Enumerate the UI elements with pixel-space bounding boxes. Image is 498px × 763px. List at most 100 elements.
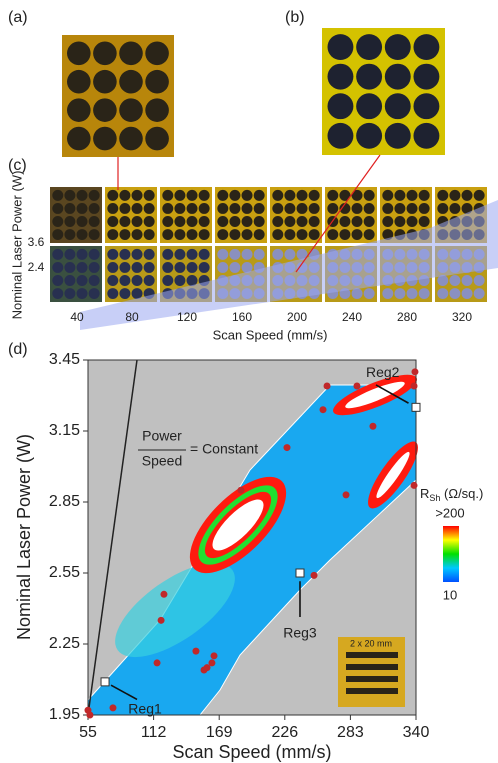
pad: [352, 203, 363, 214]
pad: [272, 203, 283, 214]
pad: [217, 190, 228, 201]
annotation: Power: [142, 428, 182, 444]
pad: [64, 190, 75, 201]
pad: [77, 190, 88, 201]
pad: [119, 249, 130, 260]
colorbar-label: RSh (Ω/sq.): [420, 486, 483, 503]
pad: [254, 229, 265, 240]
pad: [132, 275, 143, 286]
pad: [254, 216, 265, 227]
annotation: = Constant: [190, 441, 258, 457]
pad: [297, 229, 308, 240]
pad: [107, 275, 118, 286]
pad: [64, 275, 75, 286]
pad: [328, 64, 354, 90]
pad: [364, 216, 375, 227]
row-label: 3.6: [28, 235, 45, 249]
pad: [119, 229, 130, 240]
pad: [174, 203, 185, 214]
pad: [187, 249, 198, 260]
pad: [89, 216, 100, 227]
pad: [119, 127, 143, 151]
pad: [89, 288, 100, 299]
pad: [382, 216, 393, 227]
pad: [328, 93, 354, 119]
pad: [339, 229, 350, 240]
pad: [89, 190, 100, 201]
pad: [364, 229, 375, 240]
panel-label: (b): [285, 9, 305, 26]
pad: [407, 190, 418, 201]
pad: [174, 190, 185, 201]
pad: [242, 229, 253, 240]
figure: (a) (b) (c) (d) Nominal Laser Power (W) …: [0, 0, 498, 763]
x-tick-label: 112: [141, 724, 167, 741]
pad: [64, 288, 75, 299]
pad: [272, 249, 283, 260]
pad: [242, 216, 253, 227]
pad: [284, 203, 295, 214]
pad: [107, 262, 118, 273]
pad: [77, 249, 88, 260]
column-label: 160: [232, 310, 252, 324]
pad: [52, 216, 63, 227]
colorbar-max: >200: [435, 505, 464, 520]
x-axis-title: Scan Speed (mm/s): [172, 742, 331, 762]
pad: [119, 42, 143, 66]
panel-c-ylabel: Nominal Laser Power (W): [9, 171, 24, 320]
pad: [52, 249, 63, 260]
pad: [107, 190, 118, 201]
data-point: [86, 712, 93, 719]
pad: [328, 123, 354, 149]
pad: [67, 70, 91, 94]
pad: [119, 98, 143, 122]
x-tick-label: 169: [206, 724, 233, 741]
pad: [217, 262, 228, 273]
pad: [89, 275, 100, 286]
data-point: [343, 491, 350, 498]
pad: [229, 249, 240, 260]
column-label: 200: [287, 310, 307, 324]
pad: [144, 190, 155, 201]
column-label: 40: [70, 310, 84, 324]
pad: [449, 190, 460, 201]
x-tick-label: 340: [403, 724, 430, 741]
pad: [67, 42, 91, 66]
x-tick-label: 283: [337, 724, 364, 741]
data-point: [411, 368, 418, 375]
data-point: [353, 383, 360, 390]
pad: [356, 123, 382, 149]
pad: [77, 288, 88, 299]
pad: [382, 190, 393, 201]
pad: [174, 249, 185, 260]
pad: [385, 93, 411, 119]
data-point: [192, 648, 199, 655]
pad: [52, 288, 63, 299]
pad: [364, 203, 375, 214]
pad: [327, 190, 338, 201]
pad: [229, 216, 240, 227]
pad: [64, 249, 75, 260]
pad: [199, 216, 210, 227]
pad: [64, 203, 75, 214]
y-tick-label: 2.85: [49, 493, 80, 510]
pad: [145, 127, 169, 151]
pad: [145, 70, 169, 94]
pad: [77, 275, 88, 286]
pad: [419, 190, 430, 201]
pad: [413, 64, 439, 90]
pad: [52, 275, 63, 286]
pad: [217, 216, 228, 227]
pad: [162, 216, 173, 227]
data-point: [311, 572, 318, 579]
colorbar-label-sub: Sh: [429, 493, 440, 503]
data-point: [154, 659, 161, 666]
data-point: [411, 383, 418, 390]
inset-line: [346, 688, 398, 694]
data-point: [208, 659, 215, 666]
pad: [309, 229, 320, 240]
reg-label: Reg3: [283, 625, 317, 641]
column-label: 280: [397, 310, 417, 324]
pad: [107, 249, 118, 260]
pad: [119, 203, 130, 214]
